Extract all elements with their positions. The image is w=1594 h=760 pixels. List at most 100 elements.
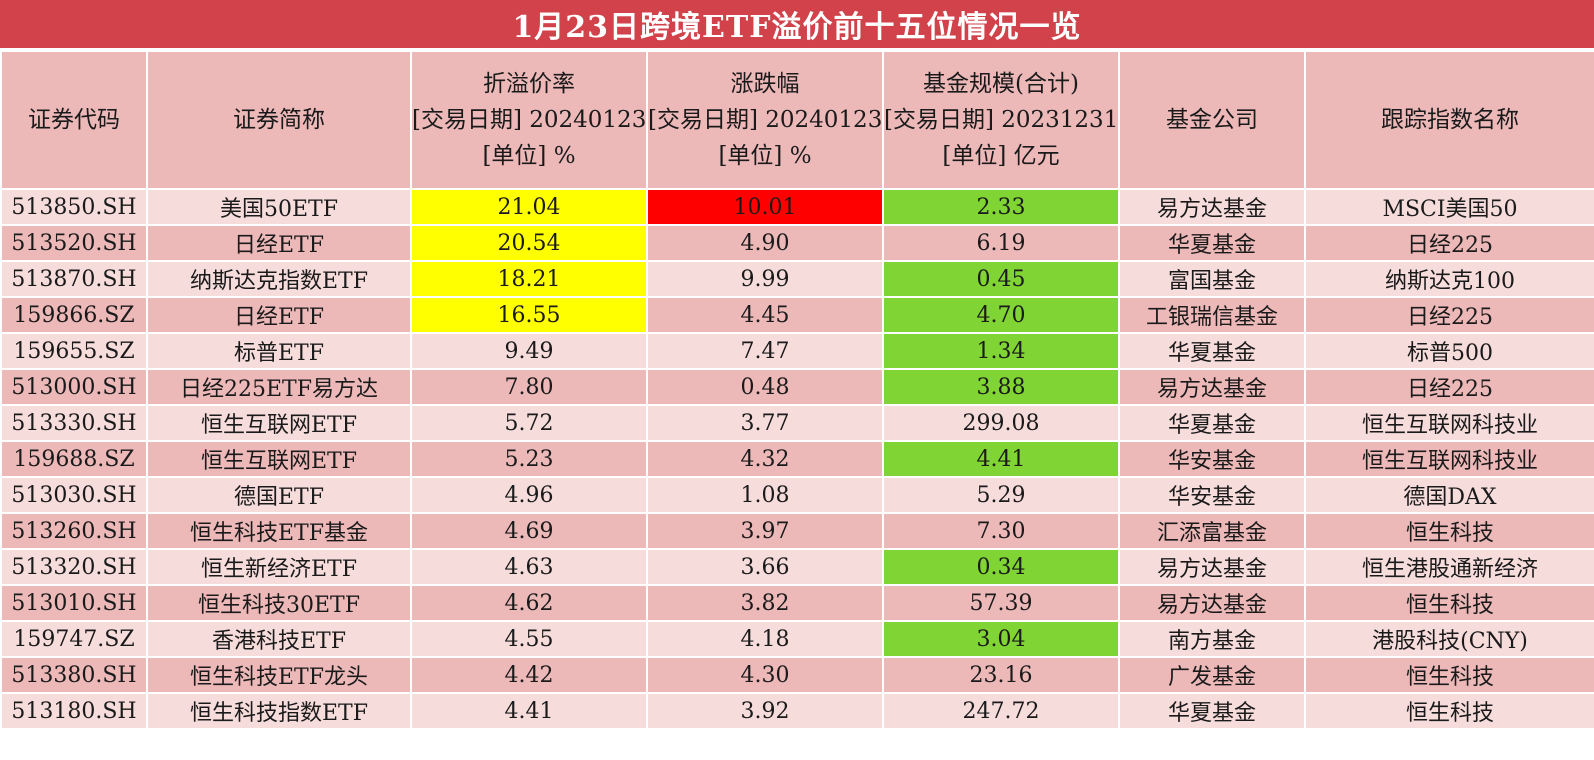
- header-line: 基金规模(合计): [923, 71, 1079, 97]
- code-cell: 513320.SH: [0, 548, 148, 586]
- change-cell: 4.32: [646, 440, 884, 478]
- name-cell: 恒生互联网ETF: [146, 440, 412, 478]
- header-index: 跟踪指数名称: [1304, 50, 1594, 190]
- header-line: [交易日期] 20231231: [884, 107, 1119, 133]
- index-cell: 纳斯达克100: [1304, 260, 1594, 298]
- name-cell: 恒生科技ETF基金: [146, 512, 412, 550]
- table-row: 513010.SH 恒生科技30ETF 4.62 3.82 57.39 易方达基金 恒生科技: [0, 584, 1594, 622]
- table-row: 513380.SH 恒生科技ETF龙头 4.42 4.30 23.16 广发基金 恒生科技: [0, 656, 1594, 694]
- code-cell: 513850.SH: [0, 188, 148, 226]
- company-cell: 易方达基金: [1118, 188, 1306, 226]
- index-cell: 恒生科技: [1304, 584, 1594, 622]
- company-cell: 汇添富基金: [1118, 512, 1306, 550]
- table-row: 513330.SH 恒生互联网ETF 5.72 3.77 299.08 华夏基金 恒生互联网…: [0, 404, 1594, 442]
- fund-size-cell: 23.16: [882, 656, 1120, 694]
- change-cell: 4.45: [646, 296, 884, 334]
- change-cell: 4.90: [646, 224, 884, 262]
- change-cell: 9.99: [646, 260, 884, 298]
- change-cell: 3.66: [646, 548, 884, 586]
- company-cell: 华夏基金: [1118, 404, 1306, 442]
- name-cell: 恒生互联网ETF: [146, 404, 412, 442]
- header-size: 基金规模(合计) [交易日期] 20231231 [单位] 亿元: [882, 50, 1120, 190]
- company-cell: 易方达基金: [1118, 584, 1306, 622]
- company-cell: 工银瑞信基金: [1118, 296, 1306, 334]
- table-row: 513320.SH 恒生新经济ETF 4.63 3.66 0.34 易方达基金 恒生港股通新…: [0, 548, 1594, 586]
- index-cell: 日经225: [1304, 296, 1594, 334]
- table-row: 513030.SH 德国ETF 4.96 1.08 5.29 华安基金 德国DAX: [0, 476, 1594, 514]
- code-cell: 513520.SH: [0, 224, 148, 262]
- header-line: 跟踪指数名称: [1381, 107, 1519, 133]
- name-cell: 日经ETF: [146, 224, 412, 262]
- change-cell: 0.48: [646, 368, 884, 406]
- header-line: 证券简称: [233, 107, 325, 133]
- fund-size-cell: 1.34: [882, 332, 1120, 370]
- index-cell: 恒生港股通新经济: [1304, 548, 1594, 586]
- index-cell: 恒生科技: [1304, 656, 1594, 694]
- table-body: 513850.SH 美国50ETF 21.04 10.01 2.33 易方达基金 MSCI美…: [0, 188, 1594, 730]
- change-cell: 3.82: [646, 584, 884, 622]
- name-cell: 恒生科技ETF龙头: [146, 656, 412, 694]
- premium-cell: 4.42: [410, 656, 648, 694]
- code-cell: 513260.SH: [0, 512, 148, 550]
- table-row: 513520.SH 日经ETF 20.54 4.90 6.19 华夏基金 日经225: [0, 224, 1594, 262]
- table-row: 513260.SH 恒生科技ETF基金 4.69 3.97 7.30 汇添富基金 恒生科技: [0, 512, 1594, 550]
- fund-size-cell: 0.45: [882, 260, 1120, 298]
- header-line: [单位] 亿元: [942, 143, 1060, 169]
- header-company: 基金公司: [1118, 50, 1306, 190]
- premium-cell: 16.55: [410, 296, 648, 334]
- name-cell: 纳斯达克指数ETF: [146, 260, 412, 298]
- premium-cell: 7.80: [410, 368, 648, 406]
- name-cell: 标普ETF: [146, 332, 412, 370]
- table-row: 513850.SH 美国50ETF 21.04 10.01 2.33 易方达基金 MSCI美…: [0, 188, 1594, 226]
- index-cell: 港股科技(CNY): [1304, 620, 1594, 658]
- company-cell: 易方达基金: [1118, 548, 1306, 586]
- name-cell: 日经ETF: [146, 296, 412, 334]
- code-cell: 513010.SH: [0, 584, 148, 622]
- table-row: 159655.SZ 标普ETF 9.49 7.47 1.34 华夏基金 标普500: [0, 332, 1594, 370]
- header-line: [单位] %: [482, 143, 576, 169]
- code-cell: 513030.SH: [0, 476, 148, 514]
- code-cell: 159747.SZ: [0, 620, 148, 658]
- change-cell: 3.77: [646, 404, 884, 442]
- name-cell: 日经225ETF易方达: [146, 368, 412, 406]
- company-cell: 南方基金: [1118, 620, 1306, 658]
- index-cell: 日经225: [1304, 224, 1594, 262]
- header-line: 基金公司: [1166, 107, 1258, 133]
- table-row: 513870.SH 纳斯达克指数ETF 18.21 9.99 0.45 富国基金 纳斯达克1…: [0, 260, 1594, 298]
- company-cell: 广发基金: [1118, 656, 1306, 694]
- code-cell: 159655.SZ: [0, 332, 148, 370]
- change-cell: 10.01: [646, 188, 884, 226]
- index-cell: 恒生互联网科技业: [1304, 440, 1594, 478]
- company-cell: 富国基金: [1118, 260, 1306, 298]
- index-cell: 恒生科技: [1304, 692, 1594, 730]
- code-cell: 513000.SH: [0, 368, 148, 406]
- name-cell: 德国ETF: [146, 476, 412, 514]
- company-cell: 华夏基金: [1118, 332, 1306, 370]
- fund-size-cell: 247.72: [882, 692, 1120, 730]
- index-cell: MSCI美国50: [1304, 188, 1594, 226]
- fund-size-cell: 4.41: [882, 440, 1120, 478]
- index-cell: 日经225: [1304, 368, 1594, 406]
- change-cell: 7.47: [646, 332, 884, 370]
- table-title: 1月23日跨境ETF溢价前十五位情况一览: [0, 0, 1594, 48]
- premium-cell: 4.62: [410, 584, 648, 622]
- fund-size-cell: 4.70: [882, 296, 1120, 334]
- etf-premium-table: 证券代码 证券简称 折溢价率 [交易日期] 20240123 [单位] % 涨跌幅 [交易日…: [0, 50, 1594, 730]
- premium-cell: 9.49: [410, 332, 648, 370]
- fund-size-cell: 0.34: [882, 548, 1120, 586]
- fund-size-cell: 3.88: [882, 368, 1120, 406]
- name-cell: 香港科技ETF: [146, 620, 412, 658]
- index-cell: 恒生科技: [1304, 512, 1594, 550]
- name-cell: 恒生科技指数ETF: [146, 692, 412, 730]
- table-row: 159747.SZ 香港科技ETF 4.55 4.18 3.04 南方基金 港股科技(CNY…: [0, 620, 1594, 658]
- fund-size-cell: 57.39: [882, 584, 1120, 622]
- code-cell: 513330.SH: [0, 404, 148, 442]
- name-cell: 恒生科技30ETF: [146, 584, 412, 622]
- fund-size-cell: 3.04: [882, 620, 1120, 658]
- premium-cell: 18.21: [410, 260, 648, 298]
- company-cell: 易方达基金: [1118, 368, 1306, 406]
- fund-size-cell: 7.30: [882, 512, 1120, 550]
- company-cell: 华安基金: [1118, 440, 1306, 478]
- change-cell: 4.18: [646, 620, 884, 658]
- premium-cell: 20.54: [410, 224, 648, 262]
